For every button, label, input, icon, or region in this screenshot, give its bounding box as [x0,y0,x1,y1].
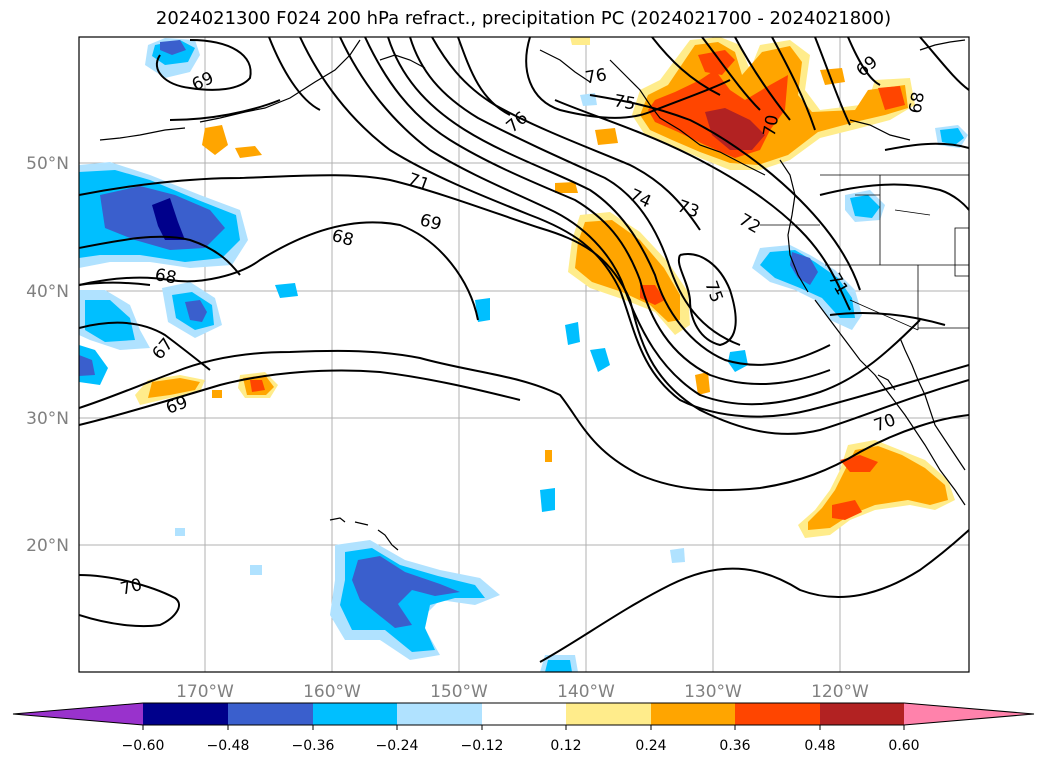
contour-label: 70 [760,113,783,138]
colorbar-tick-label: −0.48 [207,738,250,754]
lon-tick-label: 130°W [684,682,742,702]
refractivity-contours [79,37,969,663]
contour-label: 68 [906,90,929,115]
colorbar-segment [313,703,397,725]
coastlines [99,39,966,551]
lon-tick-label: 160°W [303,682,361,702]
map-title: 2024021300 F024 200 hPa refract., precip… [155,8,892,29]
colorbar-segment [735,703,820,725]
precip-positive-areas [135,37,955,538]
colorbar-extend-high [904,703,1034,725]
colorbar-segment [228,703,313,725]
colorbar-segment [143,703,228,725]
colorbar-tick-label: −0.24 [376,738,419,754]
lon-tick-label: 150°W [430,682,488,702]
colorbar: −0.60 −0.48 −0.36 −0.24 −0.12 0.12 0.24 … [12,702,1035,754]
map-border [78,36,970,673]
lat-tick-label: 40°N [26,282,69,302]
colorbar-tick-label: −0.12 [461,738,504,754]
lon-tick-label: 140°W [557,682,615,702]
lat-tick-label: 20°N [26,536,69,556]
colorbar-tick-label: 0.12 [550,738,581,754]
lat-tick-labels: 50°N 40°N 30°N 20°N [26,154,69,556]
colorbar-tick-label: −0.60 [122,738,165,754]
lat-tick-label: 30°N [26,409,69,429]
colorbar-segment [482,703,566,725]
precip-negative-areas [79,38,968,672]
contour-label: 76 [584,65,609,88]
lon-tick-label: 170°W [176,682,234,702]
colorbar-segment [820,703,904,725]
colorbar-segment [397,703,482,725]
lon-tick-label: 120°W [811,682,869,702]
colorbar-tick-label: 0.36 [719,738,750,754]
colorbar-tick-label: 0.48 [804,738,835,754]
colorbar-segment [566,703,651,725]
colorbar-tick-label: −0.36 [292,738,335,754]
political-borders [760,174,969,331]
lon-tick-labels: 170°W 160°W 150°W 140°W 130°W 120°W [176,682,869,702]
colorbar-extend-low [13,703,143,725]
contour-label: 68 [153,265,178,288]
lat-tick-label: 50°N [26,154,69,174]
contour-label: 75 [612,91,637,114]
colorbar-tick-label: 0.24 [635,738,666,754]
colorbar-segment [651,703,735,725]
colorbar-tick-label: 0.60 [888,738,919,754]
